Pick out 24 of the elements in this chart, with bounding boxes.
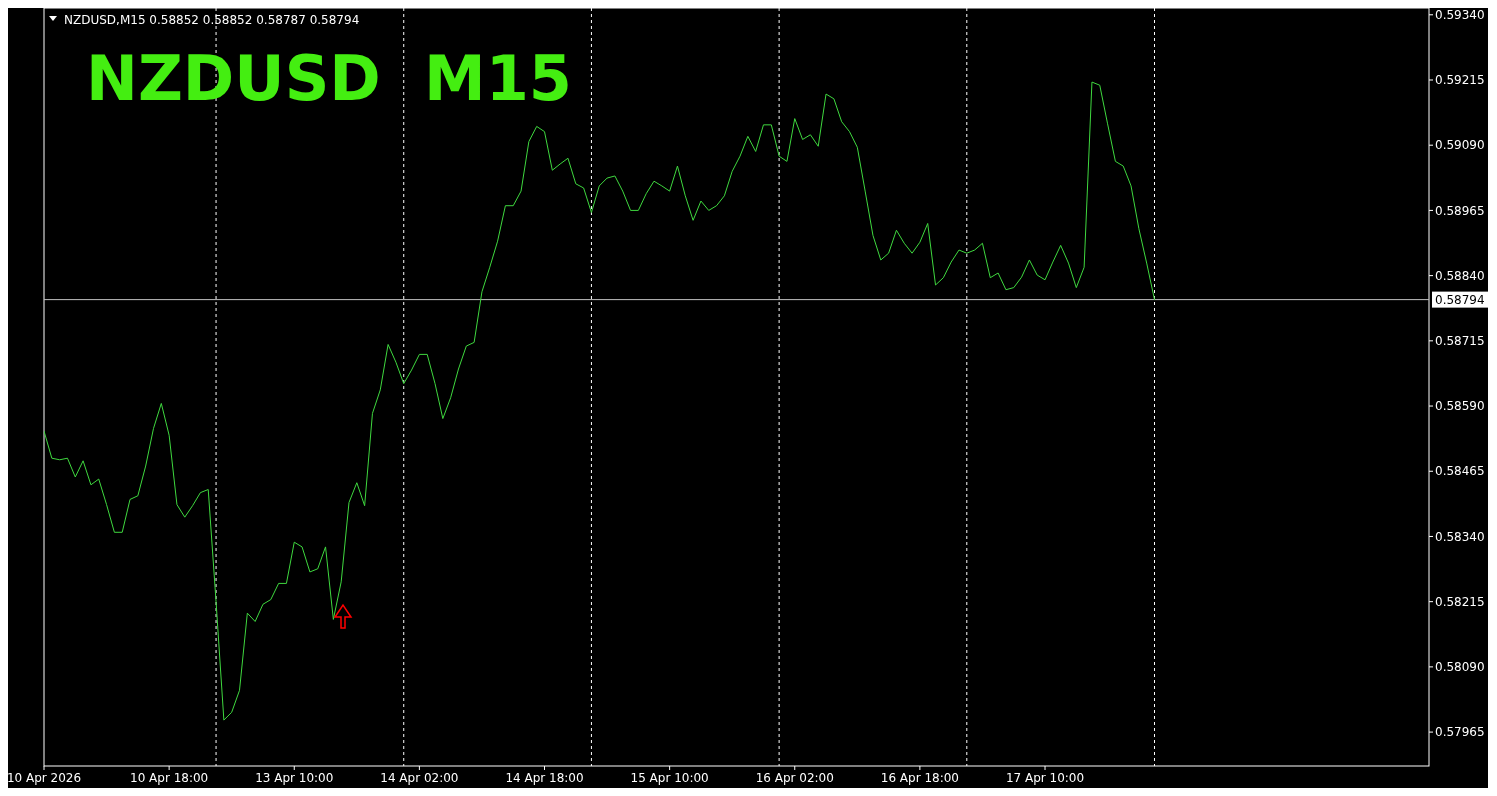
y-tick-label: 0.59090	[1435, 138, 1485, 153]
y-tick-label: 0.57965	[1435, 725, 1485, 740]
x-tick-label: 13 Apr 10:00	[255, 771, 334, 785]
y-tick-label: 0.59340	[1435, 7, 1485, 22]
x-tick-label: 16 Apr 02:00	[755, 771, 834, 785]
y-tick-label: 0.58715	[1435, 334, 1485, 349]
x-tick-label: 15 Apr 10:00	[630, 771, 709, 785]
y-tick-label: 0.58465	[1435, 464, 1485, 479]
y-tick-label: 0.58965	[1435, 203, 1485, 218]
y-tick-label: 0.58840	[1435, 268, 1485, 283]
x-tick-label: 10 Apr 2026	[6, 771, 82, 785]
y-tick-label: 0.58090	[1435, 660, 1485, 675]
y-tick-label: 0.58590	[1435, 399, 1485, 414]
ref-line-label: 0.58794	[1435, 292, 1485, 307]
y-tick-label: 0.58340	[1435, 529, 1485, 544]
x-tick-label: 17 Apr 10:00	[1005, 771, 1085, 785]
annotation: NZDUSD,M15 0.58852 0.58852 0.58787 0.58794	[64, 13, 360, 27]
text: NZDUSD M15	[86, 42, 572, 115]
x-tick-label: 16 Apr 18:00	[880, 771, 960, 785]
x-tick-label: 14 Apr 02:00	[380, 771, 459, 785]
x-tick-label: 14 Apr 18:00	[505, 771, 584, 785]
y-tick-label: 0.58215	[1435, 594, 1485, 609]
x-tick-label: 10 Apr 18:00	[130, 771, 209, 785]
y-tick-label: 0.59215	[1435, 73, 1485, 88]
